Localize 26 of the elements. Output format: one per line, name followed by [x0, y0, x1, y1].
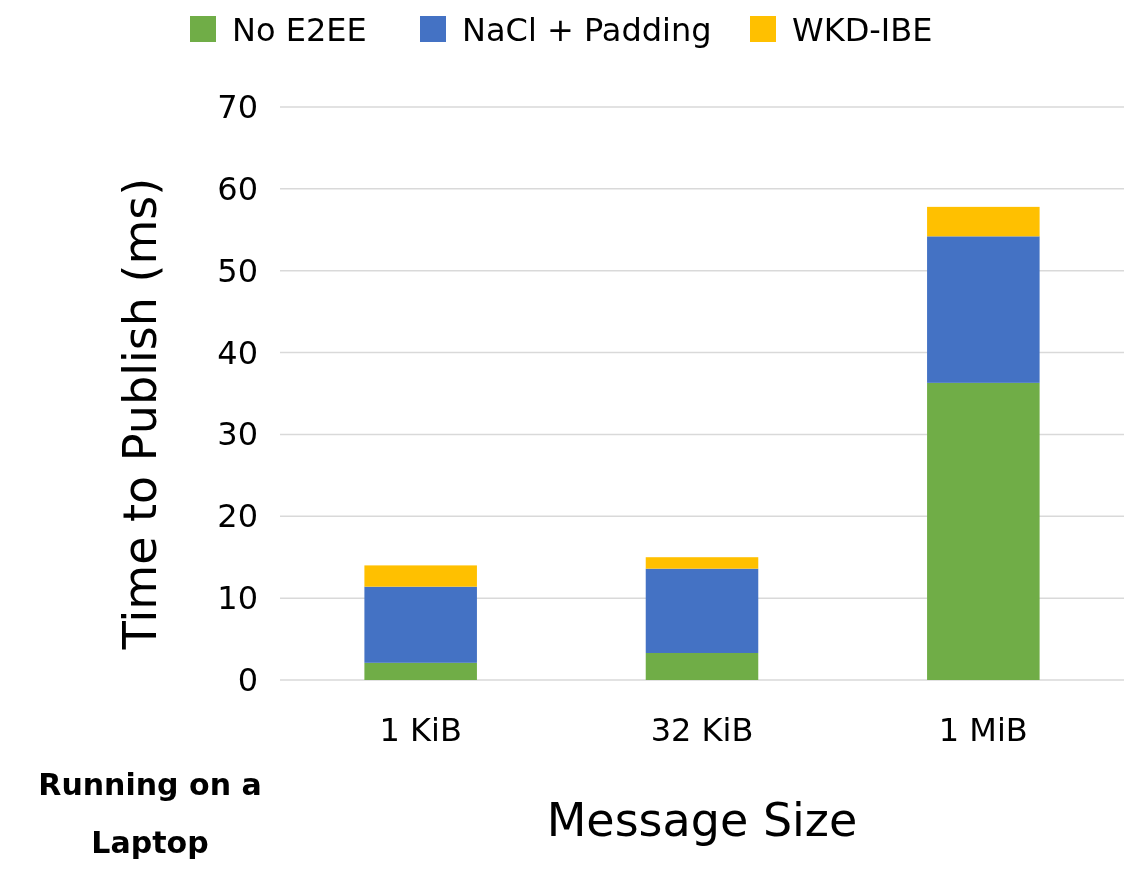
x-tick-label: 1 KiB	[379, 711, 462, 749]
bar	[927, 382, 1040, 680]
legend-label: WKD-IBE	[792, 11, 933, 49]
bar	[364, 662, 477, 680]
y-tick-label: 40	[217, 333, 258, 372]
bar	[364, 586, 477, 663]
y-tick-label: 50	[217, 251, 258, 290]
bar	[927, 236, 1040, 383]
bar	[645, 652, 759, 680]
bar	[927, 206, 1040, 237]
bar	[364, 565, 477, 587]
legend-label: NaCl + Padding	[462, 11, 712, 49]
x-tick-label: 32 KiB	[650, 711, 754, 749]
y-tick-label: 60	[217, 169, 258, 208]
x-axis-title: Message Size	[546, 793, 858, 847]
y-tick-label: 30	[217, 415, 258, 454]
text: Running on a Laptop	[38, 767, 262, 860]
y-axis-title: Time to Publish (ms)	[113, 177, 167, 651]
y-tick-label: 0	[237, 661, 258, 699]
legend-label: No E2EE	[232, 11, 367, 49]
y-tick-label: 70	[217, 88, 258, 126]
bar	[645, 557, 759, 569]
bar	[645, 568, 759, 653]
y-tick-label: 10	[217, 579, 258, 618]
x-tick-label: 1 MiB	[938, 711, 1028, 749]
y-tick-label: 20	[217, 497, 258, 536]
